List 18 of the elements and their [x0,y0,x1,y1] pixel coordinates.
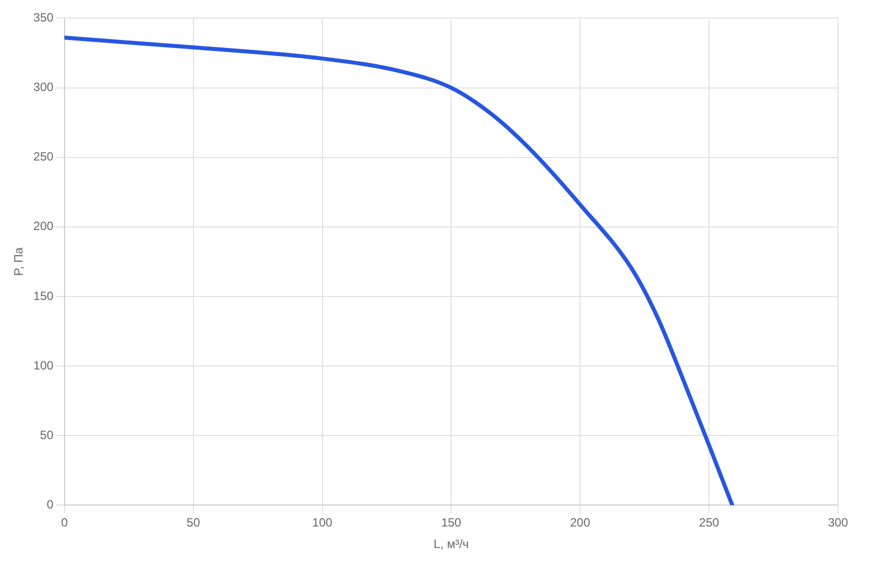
x-tick-label: 100 [312,516,333,530]
x-tick-label: 300 [828,516,848,530]
x-tick-label: 0 [61,516,68,530]
x-tick-label: 200 [570,516,590,530]
y-tick-label: 150 [33,288,54,303]
line-series [64,36,734,506]
y-tick-label: 0 [46,498,54,512]
y-tick-label: 350 [33,10,54,25]
x-tick-label: 50 [186,516,200,530]
y-tick-label: 250 [33,150,54,164]
y-tick-label: 50 [40,428,54,442]
y-tick-label: 100 [33,358,54,372]
x-tick-label: 150 [441,516,462,530]
x-axis-title: L, м³/ч [434,537,469,552]
y-tick-label: 300 [33,80,54,94]
y-tick-label: 200 [33,219,54,234]
x-tick-label: 250 [699,516,720,530]
y-axis-title: P, Па [12,247,26,276]
